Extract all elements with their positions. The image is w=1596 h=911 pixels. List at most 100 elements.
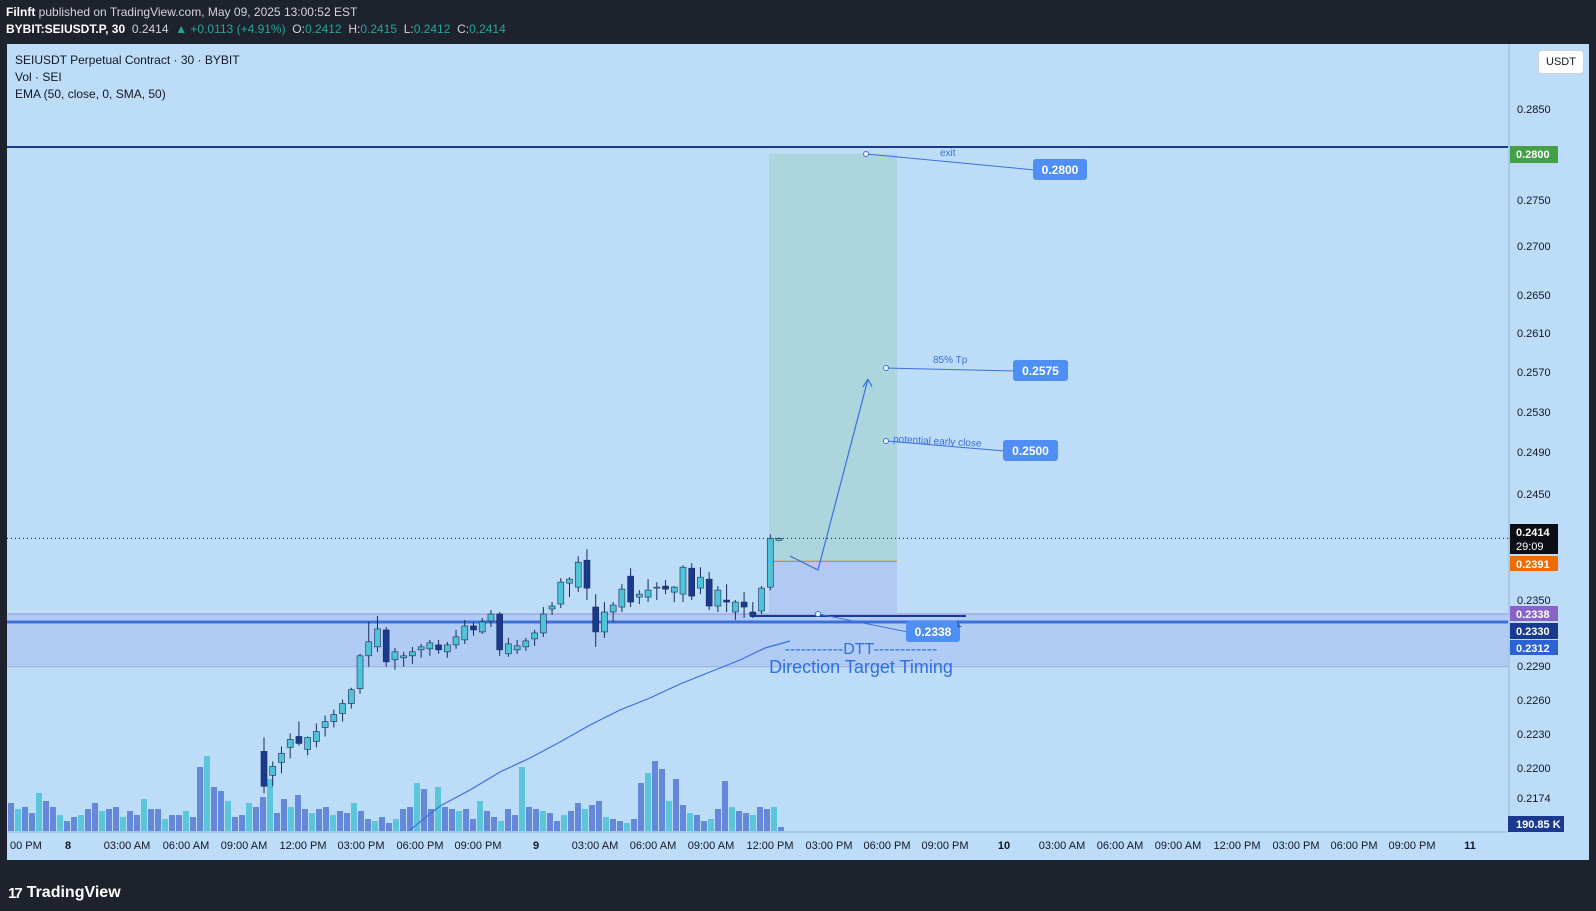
stop-anchor[interactable] [815, 611, 821, 617]
candle-body[interactable] [662, 585, 669, 590]
candle-body[interactable] [435, 644, 442, 651]
candle-body[interactable] [391, 651, 399, 661]
candle-body[interactable] [697, 576, 704, 589]
candle-body[interactable] [592, 606, 599, 633]
volume-bar [43, 801, 49, 831]
candle-body[interactable] [260, 751, 268, 787]
exit-price-badge[interactable] [1510, 146, 1558, 163]
candle-body[interactable] [557, 581, 565, 605]
price-tick-label: 0.2260 [1517, 695, 1551, 707]
candle-body[interactable] [339, 703, 346, 714]
take-profit-price-label-box[interactable] [1013, 360, 1068, 381]
candle-body[interactable] [478, 621, 486, 633]
candle-body[interactable] [618, 588, 626, 608]
candle-body[interactable] [382, 629, 390, 663]
candle-body[interactable] [304, 737, 311, 750]
candle-body[interactable] [444, 644, 451, 653]
zone-mid-price-badge-text: 0.2330 [1516, 626, 1550, 638]
stop-price-label-text: 0.2338 [915, 625, 952, 639]
time-tick-label: 12:00 PM [746, 840, 793, 852]
candle-body[interactable] [365, 641, 373, 657]
candle-body[interactable] [295, 736, 303, 744]
candle-body[interactable] [400, 655, 407, 659]
candle-body[interactable] [330, 714, 338, 722]
candle-body[interactable] [531, 632, 538, 640]
candle-body[interactable] [522, 640, 530, 648]
candle-body[interactable] [653, 586, 661, 589]
candle-body[interactable] [758, 587, 765, 612]
candle-body[interactable] [644, 589, 652, 598]
candle-body[interactable] [574, 561, 582, 588]
zone-top-price-badge[interactable] [1510, 606, 1558, 621]
candle-body[interactable] [278, 753, 285, 763]
candle-body[interactable] [583, 559, 591, 589]
candle-body[interactable] [601, 611, 608, 633]
candle-body[interactable] [714, 589, 722, 607]
projection-path[interactable] [789, 378, 869, 571]
candle-body[interactable] [496, 613, 503, 651]
candle-body[interactable] [356, 655, 364, 689]
volume-bar [64, 821, 70, 831]
candle-body[interactable] [409, 651, 416, 657]
exit-price-label-box[interactable] [1033, 159, 1087, 180]
legend-volume[interactable]: Vol · SEI [15, 70, 62, 84]
candle-body[interactable] [566, 578, 573, 584]
exit-anchor[interactable] [863, 151, 869, 157]
profit-zone[interactable] [769, 154, 897, 562]
legend-ema[interactable]: EMA (50, close, 0, SMA, 50) [15, 87, 166, 101]
candle-body[interactable] [732, 601, 739, 613]
candle-body[interactable] [505, 643, 512, 655]
tradingview-logo[interactable]: 17 TradingView [8, 884, 121, 902]
candle-body[interactable] [679, 566, 687, 595]
candle-body[interactable] [374, 628, 381, 648]
candle-body[interactable] [513, 645, 521, 651]
time-tick-label: 09:00 AM [688, 840, 734, 852]
high-value: 0.2415 [360, 22, 398, 36]
stop-price-label-box[interactable] [906, 621, 960, 642]
candle-body[interactable] [688, 567, 696, 597]
candle-body[interactable] [705, 578, 713, 607]
ema-line[interactable] [409, 640, 791, 831]
candle-body[interactable] [740, 601, 748, 608]
zone-mid-price-badge[interactable] [1510, 623, 1558, 639]
candle-body[interactable] [609, 604, 617, 613]
candle-body[interactable] [313, 731, 320, 742]
early-close-price-label-box[interactable] [1003, 440, 1058, 461]
price-tick-label: 0.2700 [1517, 241, 1551, 253]
candle-body[interactable] [548, 605, 556, 610]
candle-body[interactable] [286, 739, 294, 748]
candle-body[interactable] [627, 575, 634, 603]
loss-zone[interactable] [769, 561, 897, 614]
author-name[interactable]: Filnft [6, 5, 36, 19]
candle-body[interactable] [426, 642, 434, 650]
candle-body[interactable] [417, 646, 425, 651]
candle-body[interactable] [452, 636, 460, 646]
current-price-badge[interactable] [1510, 524, 1558, 554]
publish-line: Filnft published on TradingView.com, May… [6, 5, 357, 19]
price-axis[interactable] [1511, 44, 1589, 832]
candle-body[interactable] [723, 599, 730, 603]
take-profit-anchor[interactable] [883, 365, 889, 371]
candle-body[interactable] [321, 721, 329, 728]
price-tick-label: 0.2174 [1517, 793, 1551, 805]
candle-body[interactable] [269, 766, 277, 776]
candle-body[interactable] [347, 689, 355, 704]
candle-body[interactable] [461, 625, 469, 641]
candle-body[interactable] [487, 613, 495, 622]
candle-body[interactable] [775, 538, 783, 541]
candle-body[interactable] [766, 538, 774, 588]
candle-body[interactable] [540, 613, 547, 634]
time-tick-label: 06:00 PM [396, 840, 443, 852]
candle-body[interactable] [670, 586, 678, 593]
candle-body[interactable] [636, 593, 643, 598]
zone-bottom-price-badge[interactable] [1510, 640, 1558, 655]
volume-bar [232, 817, 238, 831]
entry-price-badge[interactable] [1510, 556, 1558, 571]
legend-title[interactable]: SEIUSDT Perpetual Contract · 30 · BYBIT [15, 53, 240, 67]
volume-bar [540, 811, 546, 831]
volume-value-badge[interactable] [1508, 816, 1564, 832]
currency-button[interactable]: USDT [1538, 50, 1584, 74]
early-close-anchor[interactable] [883, 438, 889, 444]
candle-body[interactable] [470, 625, 477, 631]
